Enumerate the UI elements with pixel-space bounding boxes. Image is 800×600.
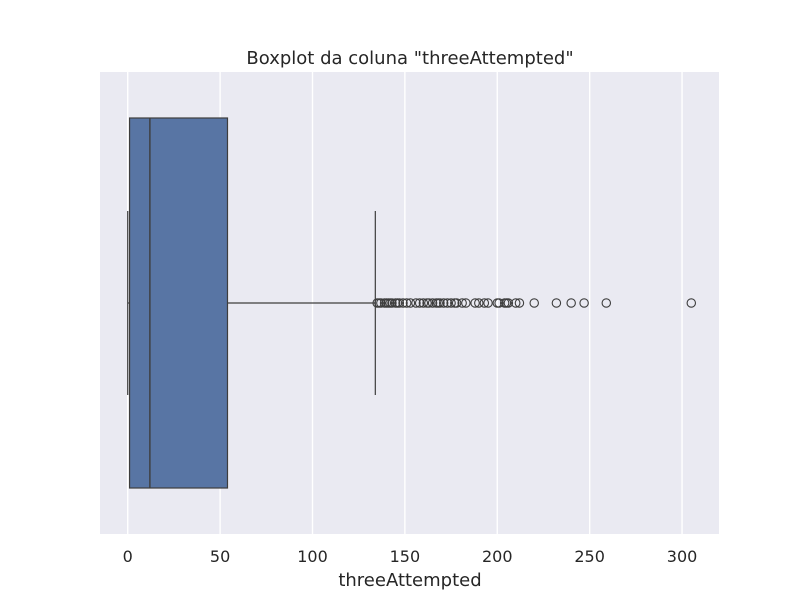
outlier-point-15 xyxy=(414,298,425,308)
outlier-point-42 xyxy=(551,298,562,308)
x-tick-label-50: 50 xyxy=(210,547,230,566)
outlier-point-27 xyxy=(451,298,462,308)
iqr-box xyxy=(128,117,229,489)
x-axis-label: threeAttempted xyxy=(338,570,481,591)
box-group xyxy=(127,117,376,489)
outlier-point-11 xyxy=(398,298,408,308)
outlier-point-44 xyxy=(579,298,589,308)
x-tick-label-250: 250 xyxy=(574,547,605,566)
outlier-point-39 xyxy=(510,298,521,308)
outlier-point-45 xyxy=(601,298,612,308)
outlier-point-23 xyxy=(438,298,449,308)
x-tick-label-100: 100 xyxy=(297,547,328,566)
outlier-point-18 xyxy=(424,298,434,308)
outlier-point-33 xyxy=(483,298,493,308)
outlier-point-22 xyxy=(435,298,445,308)
outlier-point-40 xyxy=(514,298,525,308)
chart-title: Boxplot da coluna "threeAttempted" xyxy=(246,48,573,69)
outlier-point-41 xyxy=(529,298,539,308)
outlier-point-38 xyxy=(503,298,514,308)
outlier-point-31 xyxy=(474,298,484,308)
outlier-point-43 xyxy=(566,298,576,308)
outlier-point-28 xyxy=(457,298,467,308)
outliers-group xyxy=(372,298,697,308)
outlier-point-30 xyxy=(470,298,480,308)
outlier-point-29 xyxy=(461,298,471,308)
outlier-point-25 xyxy=(446,298,456,308)
x-ticks: 0 50 100 150 200 250 300 xyxy=(123,547,698,566)
x-tick-label-300: 300 xyxy=(667,547,698,566)
outlier-point-16 xyxy=(418,298,429,308)
x-tick-label-150: 150 xyxy=(390,547,421,566)
x-tick-label-200: 200 xyxy=(482,547,513,566)
outlier-point-32 xyxy=(479,298,490,308)
outlier-point-35 xyxy=(494,298,504,308)
outlier-point-7 xyxy=(387,298,397,308)
outlier-point-46 xyxy=(686,298,697,308)
x-tick-label-0: 0 xyxy=(123,547,133,566)
outlier-point-14 xyxy=(411,298,421,308)
outlier-point-10 xyxy=(394,298,405,308)
outlier-point-2 xyxy=(376,298,386,308)
outlier-point-19 xyxy=(427,298,438,308)
outlier-point-13 xyxy=(405,298,416,308)
outlier-point-12 xyxy=(401,298,412,308)
outlier-point-24 xyxy=(442,298,453,308)
